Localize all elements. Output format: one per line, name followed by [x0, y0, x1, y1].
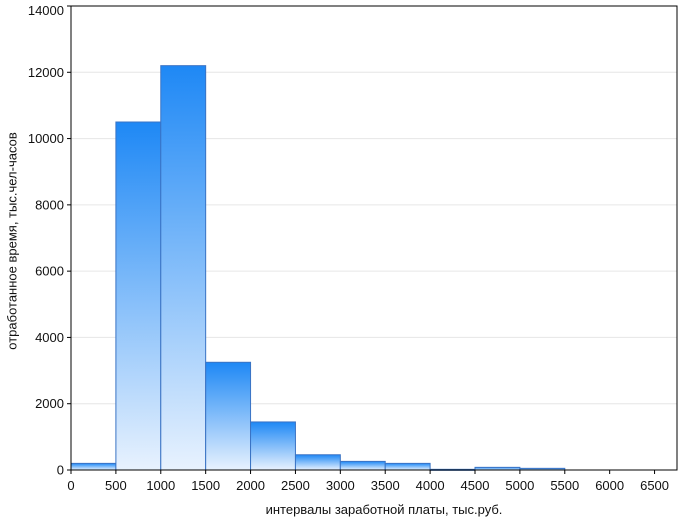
- histogram-bar: [250, 421, 296, 471]
- histogram-bar: [205, 361, 252, 471]
- x-tick-label: 3000: [326, 478, 355, 493]
- histogram-bar: [160, 65, 207, 471]
- histogram-bar: [339, 460, 386, 471]
- x-tick-label: 5500: [550, 478, 579, 493]
- y-axis-title: отработанное время, тыс.чел-часов: [5, 132, 20, 350]
- x-tick-label: 1500: [191, 478, 220, 493]
- histogram-bar: [384, 462, 431, 471]
- y-tick-label: 8000: [35, 197, 64, 212]
- x-tick-label: 2000: [236, 478, 265, 493]
- y-tick-label: 14000: [28, 3, 64, 18]
- x-tick-label: 3500: [371, 478, 400, 493]
- plot-frame: [70, 5, 678, 471]
- x-tick-label: 6000: [595, 478, 624, 493]
- y-tick-label: 10000: [28, 131, 64, 146]
- x-tick-label: 2500: [281, 478, 310, 493]
- x-tick-label: 500: [105, 478, 127, 493]
- y-tick-label: 4000: [35, 330, 64, 345]
- x-axis-ticks: 0 500 1000 1500 2000 2500 3000 3500 4000 4500 5000…: [67, 470, 669, 493]
- x-tick-label: 4500: [461, 478, 490, 493]
- histogram-bar: [115, 121, 162, 471]
- histogram-bar: [70, 462, 117, 471]
- x-axis-title: интервалы заработной платы, тыс.руб.: [266, 502, 503, 517]
- y-tick-label: 2000: [35, 396, 64, 411]
- y-tick-label: 12000: [28, 65, 64, 80]
- x-tick-label: 4000: [416, 478, 445, 493]
- bars: [70, 65, 566, 471]
- x-tick-label: 6500: [640, 478, 669, 493]
- y-tick-label: 0: [57, 463, 64, 478]
- y-tick-label: 6000: [35, 264, 64, 279]
- x-tick-label: 0: [67, 478, 74, 493]
- y-axis-ticks: 0 2000 4000 6000 8000 10000 12000 14000: [28, 3, 71, 478]
- x-tick-label: 5000: [505, 478, 534, 493]
- histogram-bar: [294, 454, 341, 471]
- x-tick-label: 1000: [146, 478, 175, 493]
